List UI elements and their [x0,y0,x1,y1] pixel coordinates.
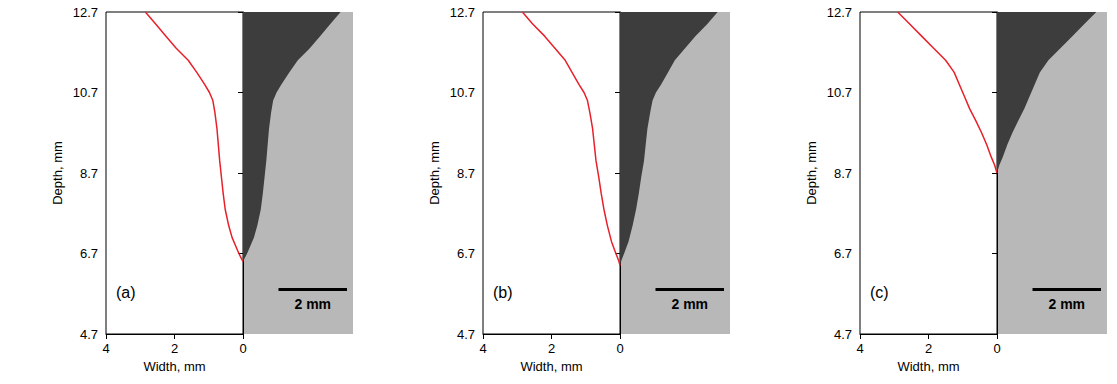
svg-text:Depth, mm: Depth, mm [804,141,819,205]
svg-text:0: 0 [616,341,623,356]
svg-text:12.7: 12.7 [827,5,852,20]
svg-text:2 mm: 2 mm [671,296,708,312]
svg-text:10.7: 10.7 [450,85,475,100]
svg-text:4: 4 [479,341,486,356]
svg-text:12.7: 12.7 [450,5,475,20]
svg-text:6.7: 6.7 [834,246,852,261]
svg-text:8.7: 8.7 [834,166,852,181]
svg-text:10.7: 10.7 [827,85,852,100]
svg-text:4.7: 4.7 [80,327,98,342]
svg-text:Depth, mm: Depth, mm [50,141,65,205]
svg-text:0: 0 [239,341,246,356]
svg-text:2: 2 [925,341,932,356]
svg-text:6.7: 6.7 [457,246,475,261]
svg-text:0: 0 [993,341,1000,356]
svg-text:4.7: 4.7 [834,327,852,342]
svg-text:2 mm: 2 mm [1048,296,1085,312]
svg-text:2: 2 [171,341,178,356]
svg-text:12.7: 12.7 [73,5,98,20]
svg-text:Depth, mm: Depth, mm [427,141,442,205]
svg-text:Width, mm: Width, mm [143,359,205,374]
svg-text:10.7: 10.7 [73,85,98,100]
svg-text:4: 4 [856,341,863,356]
svg-text:4: 4 [102,341,109,356]
svg-text:4.7: 4.7 [457,327,475,342]
svg-text:Width, mm: Width, mm [520,359,582,374]
svg-text:(a): (a) [116,284,136,301]
svg-text:8.7: 8.7 [80,166,98,181]
svg-text:6.7: 6.7 [80,246,98,261]
svg-text:2 mm: 2 mm [294,296,331,312]
svg-text:8.7: 8.7 [457,166,475,181]
svg-text:Width, mm: Width, mm [897,359,959,374]
svg-text:(b): (b) [493,284,513,301]
svg-text:2: 2 [548,341,555,356]
svg-text:(c): (c) [870,284,889,301]
